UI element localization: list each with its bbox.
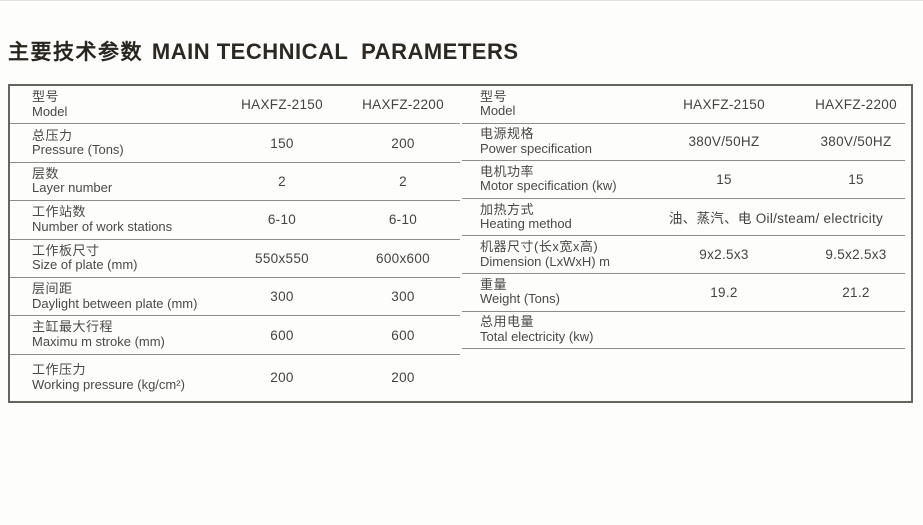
row-label-zh: 型号 <box>480 89 508 104</box>
row-label-zh: 主缸最大行程 <box>32 320 114 335</box>
row-value: 6-10 <box>388 212 418 228</box>
table-row-weight: 重量 Weight (Tons) 19.2 21.2 <box>462 274 905 312</box>
table-row-dimension: 机器尺寸(长x宽x高) Dimension (LxWxH) m 9x2.5x3 … <box>462 236 905 274</box>
row-value: 15 <box>716 171 732 187</box>
row-value: 200 <box>391 370 415 386</box>
table-row-motor-spec: 电机功率 Motor specification (kw) 15 15 <box>462 161 905 199</box>
row-label-zh: 工作站数 <box>32 205 87 220</box>
table-row-layer-number: 层数 Layer number 2 2 <box>10 163 460 202</box>
row-value: 600x600 <box>376 250 430 266</box>
table-row-max-stroke: 主缸最大行程 Maximu m stroke (mm) 600 600 <box>10 316 460 355</box>
row-label: 机器尺寸(长x宽x高) Dimension (LxWxH) m <box>462 240 647 269</box>
row-label-en: Number of work stations <box>32 218 173 234</box>
row-label-en: Weight (Tons) <box>480 291 560 307</box>
row-label-zh: 工作压力 <box>32 363 87 378</box>
row-value: 300 <box>270 289 294 305</box>
table-row-heating-method: 加热方式 Heating method 油、蒸汽、电 Oil/steam/ el… <box>462 199 905 237</box>
row-label-en: Heating method <box>480 216 572 232</box>
row-value: 300 <box>391 289 415 305</box>
table-row-pressure: 总压力 Pressure (Tons) 150 200 <box>10 124 460 163</box>
row-label: 电机功率 Motor specification (kw) <box>462 165 647 194</box>
row-label-en: Layer number <box>32 180 113 196</box>
table-row-power-spec: 电源规格 Power specification 380V/50HZ 380V/… <box>462 124 905 162</box>
row-value: 9x2.5x3 <box>699 247 749 263</box>
row-label-en: Model <box>32 103 68 119</box>
row-label-zh: 电源规格 <box>480 127 535 142</box>
table-row-model: 型号 Model HAXFZ-2150 HAXFZ-2200 <box>462 86 905 124</box>
row-label-en: Pressure (Tons) <box>32 142 124 158</box>
row-label-en: Daylight between plate (mm) <box>32 295 198 311</box>
row-value: 380V/50HZ <box>688 134 760 150</box>
row-value: 6-10 <box>267 212 297 228</box>
row-label: 重量 Weight (Tons) <box>462 278 647 307</box>
row-value: 2 <box>278 173 286 189</box>
row-label: 工作板尺寸 Size of plate (mm) <box>10 244 220 273</box>
row-label: 总压力 Pressure (Tons) <box>10 129 220 158</box>
left-parameters-table: 型号 Model HAXFZ-2150 HAXFZ-2200 总压力 Press… <box>10 86 462 401</box>
row-label-zh: 加热方式 <box>480 202 535 217</box>
row-value: 9.5x2.5x3 <box>825 247 887 263</box>
table-row-working-pressure: 工作压力 Working pressure (kg/cm²) 200 200 <box>10 355 460 401</box>
row-value: 380V/50HZ <box>820 134 892 150</box>
row-label-zh: 层数 <box>32 166 60 181</box>
row-value: 550x550 <box>255 250 309 266</box>
row-label-en: Size of plate (mm) <box>32 257 138 273</box>
table-row-total-electricity: 总用电量 Total electricity (kw) <box>462 312 905 350</box>
row-value: 21.2 <box>842 284 870 300</box>
row-label: 型号 Model <box>462 90 647 119</box>
row-label-zh: 机器尺寸(长x宽x高) <box>480 240 599 255</box>
row-value: 2 <box>399 173 407 189</box>
row-label-zh: 电机功率 <box>480 164 535 179</box>
row-value-model-2150: HAXFZ-2150 <box>241 97 323 113</box>
row-value: 15 <box>848 171 864 187</box>
row-label-en: Power specification <box>480 140 592 156</box>
row-label: 层数 Layer number <box>10 167 220 196</box>
row-label-en: Maximu m stroke (mm) <box>32 334 165 350</box>
scan-page-edge <box>0 0 923 1</box>
row-label-en: Working pressure (kg/cm²) <box>32 376 185 392</box>
row-value-model-2150: HAXFZ-2150 <box>683 96 765 112</box>
table-row-daylight: 层间距 Daylight between plate (mm) 300 300 <box>10 278 460 317</box>
page-title-english: MAIN TECHNICAL PARAMETERS <box>151 39 519 64</box>
page-title: 主要技术参数 MAIN TECHNICAL PARAMETERS <box>8 30 519 67</box>
row-value: 150 <box>270 135 294 151</box>
row-label: 工作压力 Working pressure (kg/cm²) <box>10 363 220 392</box>
row-value: 600 <box>270 327 294 343</box>
parameters-table-frame: 型号 Model HAXFZ-2150 HAXFZ-2200 总压力 Press… <box>8 84 913 403</box>
row-label-zh: 总压力 <box>32 128 73 143</box>
row-label-zh: 重量 <box>480 277 508 292</box>
row-label-en: Motor specification (kw) <box>480 178 617 194</box>
row-value: 200 <box>391 135 415 151</box>
page-title-chinese: 主要技术参数 <box>8 41 143 64</box>
row-label-en: Model <box>480 103 516 119</box>
row-label: 加热方式 Heating method <box>462 203 647 232</box>
row-value-model-2200: HAXFZ-2200 <box>815 96 897 112</box>
table-row-work-stations: 工作站数 Number of work stations 6-10 6-10 <box>10 201 460 240</box>
row-label-en: Total electricity (kw) <box>480 328 594 344</box>
row-label-zh: 层间距 <box>32 282 73 297</box>
right-parameters-table: 型号 Model HAXFZ-2150 HAXFZ-2200 电源规格 Powe… <box>462 86 911 401</box>
row-value: 19.2 <box>710 284 738 300</box>
row-label-zh: 总用电量 <box>480 315 535 330</box>
row-value: 600 <box>391 327 415 343</box>
row-label: 电源规格 Power specification <box>462 127 647 156</box>
row-value-spanning: 油、蒸汽、电 Oil/steam/ electricity <box>668 211 884 227</box>
row-label: 总用电量 Total electricity (kw) <box>462 315 647 344</box>
row-label: 层间距 Daylight between plate (mm) <box>10 282 220 311</box>
row-label-en: Dimension (LxWxH) m <box>480 253 611 269</box>
row-label-zh: 工作板尺寸 <box>32 243 100 258</box>
table-row-plate-size: 工作板尺寸 Size of plate (mm) 550x550 600x600 <box>10 240 460 278</box>
row-value-model-2200: HAXFZ-2200 <box>362 97 444 113</box>
row-label: 工作站数 Number of work stations <box>10 205 220 234</box>
row-value: 200 <box>270 370 294 386</box>
row-label: 主缸最大行程 Maximu m stroke (mm) <box>10 320 220 349</box>
table-row-model: 型号 Model HAXFZ-2150 HAXFZ-2200 <box>10 86 460 125</box>
row-label: 型号 Model <box>10 90 220 119</box>
table-empty-space <box>462 349 911 401</box>
row-label-zh: 型号 <box>32 90 60 105</box>
